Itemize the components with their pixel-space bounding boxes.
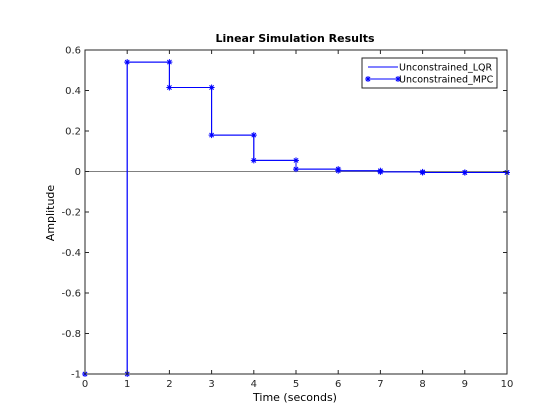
asterisk-marker-stroke [251,132,257,138]
asterisk-marker-stroke [293,157,299,163]
y-tick-label: -0.2 [61,208,81,219]
x-tick-label: 10 [501,379,514,390]
data-point-unconstrained-mpc [250,157,257,164]
asterisk-marker-stroke [166,59,172,65]
data-point-unconstrained-mpc [166,59,173,66]
y-tick-label: -1 [71,370,81,381]
data-point-unconstrained-mpc [124,59,131,66]
y-tick-label: -0.8 [61,329,81,340]
asterisk-marker-stroke [293,166,299,172]
x-tick-label: 9 [462,379,468,390]
data-point-unconstrained-mpc [293,157,299,164]
asterisk-marker-stroke [377,169,383,175]
x-tick-label: 2 [166,379,172,390]
asterisk-marker-stroke [251,157,257,163]
x-tick-label: 0 [82,379,88,390]
x-tick-label: 7 [377,379,383,390]
asterisk-marker-stroke [209,85,215,90]
x-tick-label: 4 [251,379,257,390]
data-point-unconstrained-mpc [293,166,299,173]
x-tick-label: 3 [208,379,214,390]
x-tick-label: 1 [124,379,130,390]
data-point-unconstrained-mpc [335,167,342,174]
x-tick-label: 5 [293,379,299,390]
data-point-unconstrained-mpc [208,84,215,91]
asterisk-marker-stroke [335,168,341,174]
y-axis-label: Amplitude [44,185,57,242]
y-tick-label: 0.4 [65,86,81,97]
asterisk-marker-stroke [365,76,371,82]
data-point-unconstrained-mpc [461,169,468,176]
x-tick-label: 6 [335,379,341,390]
data-point-unconstrained-mpc [250,132,257,139]
y-tick-label: 0 [75,167,81,178]
y-tick-label: -0.6 [61,289,81,300]
y-tick-label: -0.4 [61,248,81,259]
plot-area [85,50,507,374]
data-point-unconstrained-mpc [419,169,426,176]
y-tick-label: 0.6 [65,46,81,57]
legend-label-unconstrained-lqr: Unconstrained_LQR [399,63,492,74]
asterisk-marker-stroke [420,170,426,175]
asterisk-marker-stroke [462,170,468,175]
legend-label-unconstrained-mpc: Unconstrained_MPC [399,75,494,86]
x-axis-label: Time (seconds) [252,391,337,404]
asterisk-marker-stroke [209,132,215,138]
legend-marker-unconstrained-mpc [395,76,401,82]
series-group [82,59,510,377]
legend-marker-unconstrained-mpc [365,76,371,82]
asterisk-marker-stroke [395,76,401,82]
data-point-unconstrained-mpc [377,168,384,175]
chart-title: Linear Simulation Results [215,32,375,45]
y-tick-label: 0.2 [65,127,81,138]
data-point-unconstrained-mpc [166,84,173,91]
data-point-unconstrained-mpc [208,132,215,139]
x-tick-label: 8 [419,379,425,390]
asterisk-marker-stroke [124,59,130,65]
asterisk-marker-stroke [166,85,172,90]
legend-box [361,57,498,89]
